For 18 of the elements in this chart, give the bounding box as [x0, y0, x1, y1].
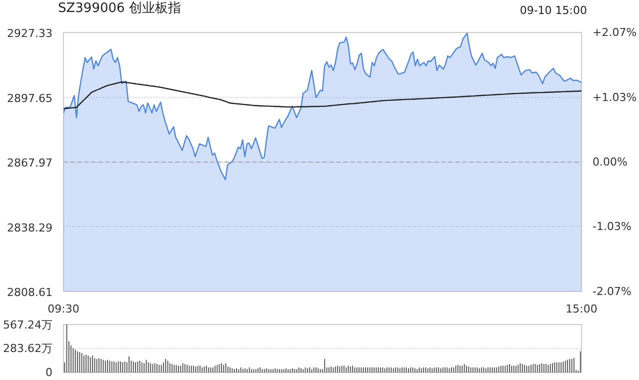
y-tick-label: 283.62万 — [3, 342, 53, 355]
y-tick-label: 0 — [46, 366, 52, 379]
y-tick-label: 567.24万 — [3, 318, 53, 332]
y2-tick-label: +2.07% — [592, 26, 637, 39]
chart-title: SZ399006 创业板指 — [58, 0, 181, 18]
y-tick-label: 2838.29 — [7, 221, 53, 234]
y2-tick-label: 0.00% — [592, 156, 628, 168]
y2-tick-label: +1.03% — [592, 91, 637, 104]
y-tick-label: 2808.61 — [7, 286, 53, 299]
line-series — [64, 81, 582, 110]
y2-tick-label: -2.07% — [592, 285, 632, 298]
x-tick-label: 15:00 — [566, 302, 598, 316]
y-tick-label: 2927.33 — [7, 27, 53, 40]
x-tick-label: 09:30 — [48, 302, 80, 316]
y-tick-label: 2867.97 — [7, 156, 53, 170]
text: 09-10 15:00 — [520, 3, 587, 19]
y-tick-label: 2897.65 — [7, 92, 53, 105]
y2-tick-label: -1.03% — [592, 220, 632, 233]
